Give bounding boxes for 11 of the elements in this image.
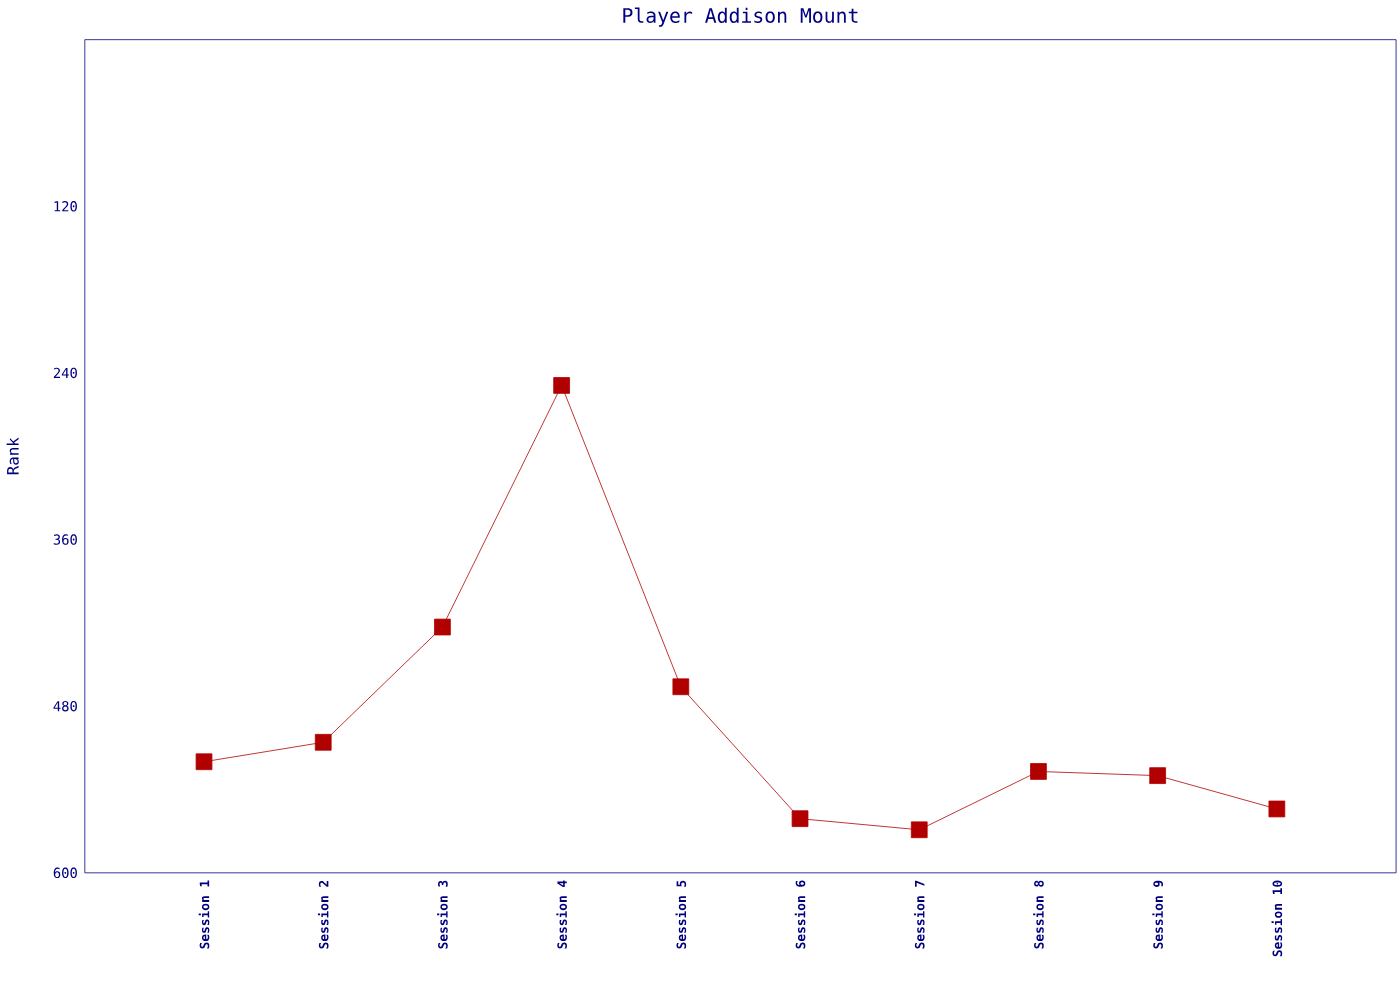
- point: [1030, 763, 1047, 780]
- point: [791, 810, 809, 828]
- chart-title: Player Addison Mount: [623, 7, 858, 27]
- point: [672, 678, 690, 696]
- point: [314, 734, 332, 751]
- point: [1268, 800, 1286, 818]
- point: [434, 618, 451, 636]
- point: [910, 821, 928, 839]
- point: [195, 753, 213, 771]
- point: [553, 377, 570, 394]
- point: [1149, 767, 1166, 785]
